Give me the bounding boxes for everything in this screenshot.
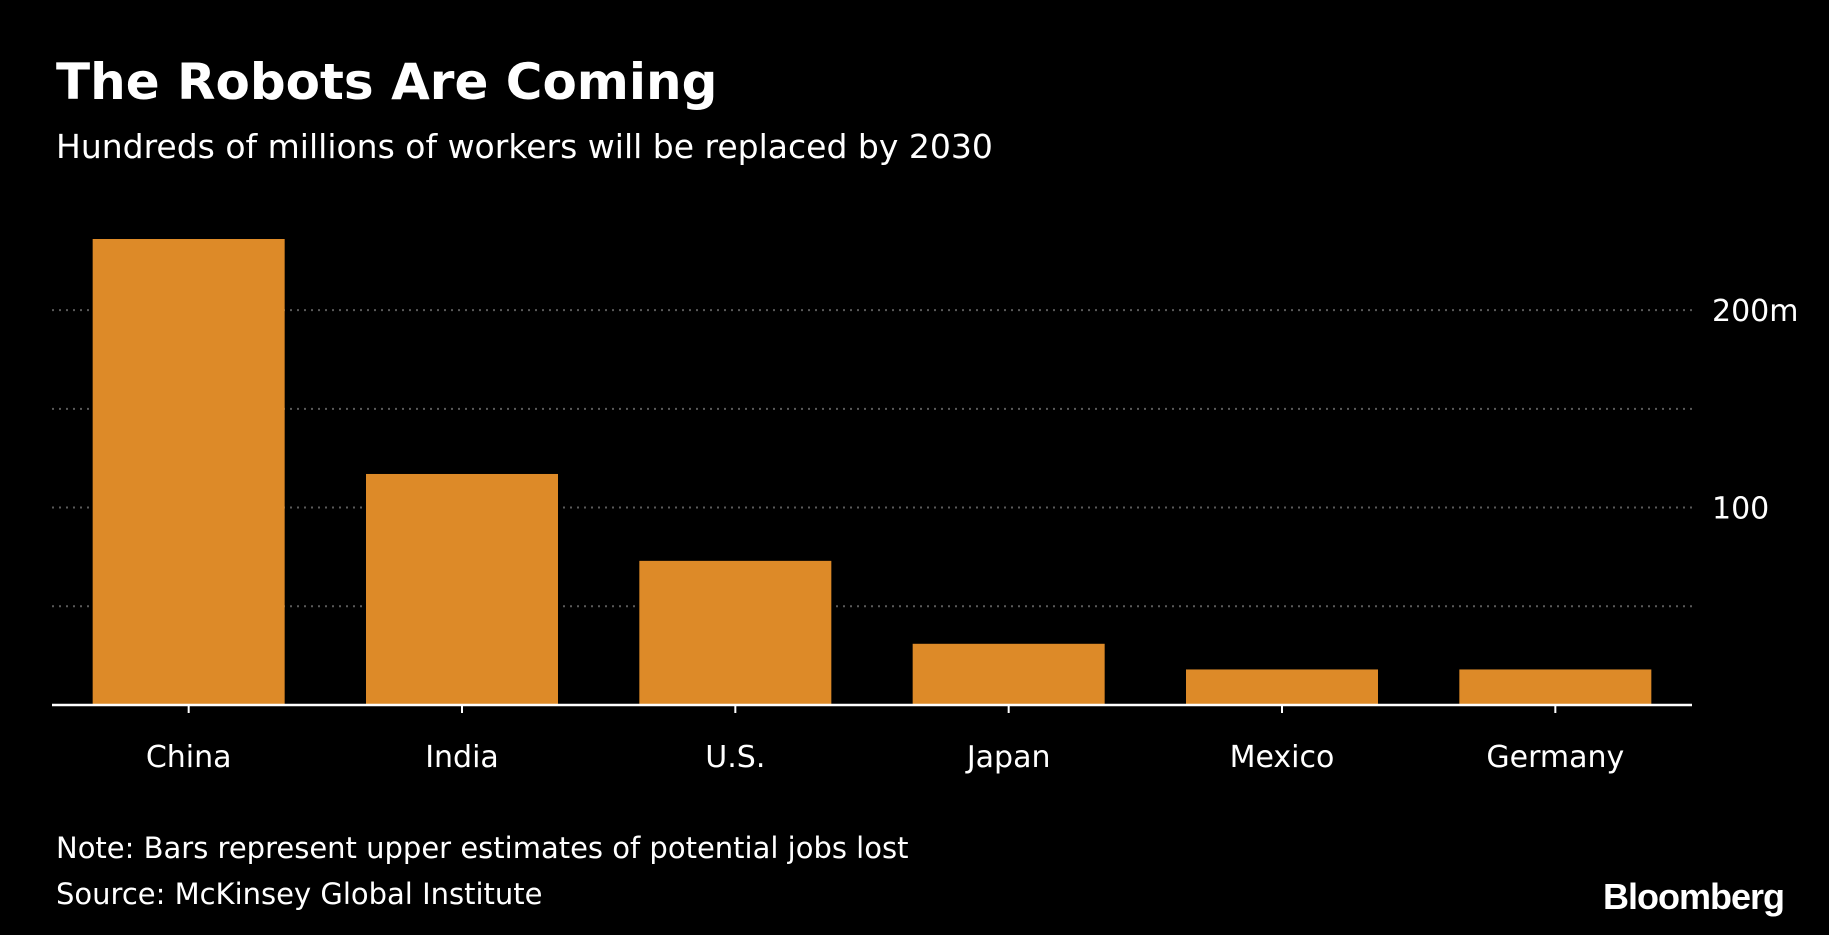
x-tick-label: China [146,740,232,775]
x-tick-label: Germany [1486,740,1624,775]
chart-note: Note: Bars represent upper estimates of … [56,831,909,865]
x-tick-label: Japan [965,740,1051,775]
y-tick-label: 200m [1712,294,1798,329]
bar-india [366,473,558,705]
bar-us [639,560,832,705]
bar-germany [1459,669,1652,705]
x-tick-label: U.S. [705,740,765,775]
chart-title: The Robots Are Coming [56,53,718,111]
bloomberg-logo: Bloomberg [1602,876,1785,917]
bar-china [92,239,285,705]
x-tick-label: Mexico [1230,740,1335,775]
bar-mexico [1186,669,1378,705]
chart-source: Source: McKinsey Global Institute [56,877,543,911]
x-tick-label: India [425,740,499,775]
chart-subtitle: Hundreds of millions of workers will be … [56,127,993,166]
y-tick-label: 100 [1712,492,1769,527]
bar-japan [912,643,1105,705]
